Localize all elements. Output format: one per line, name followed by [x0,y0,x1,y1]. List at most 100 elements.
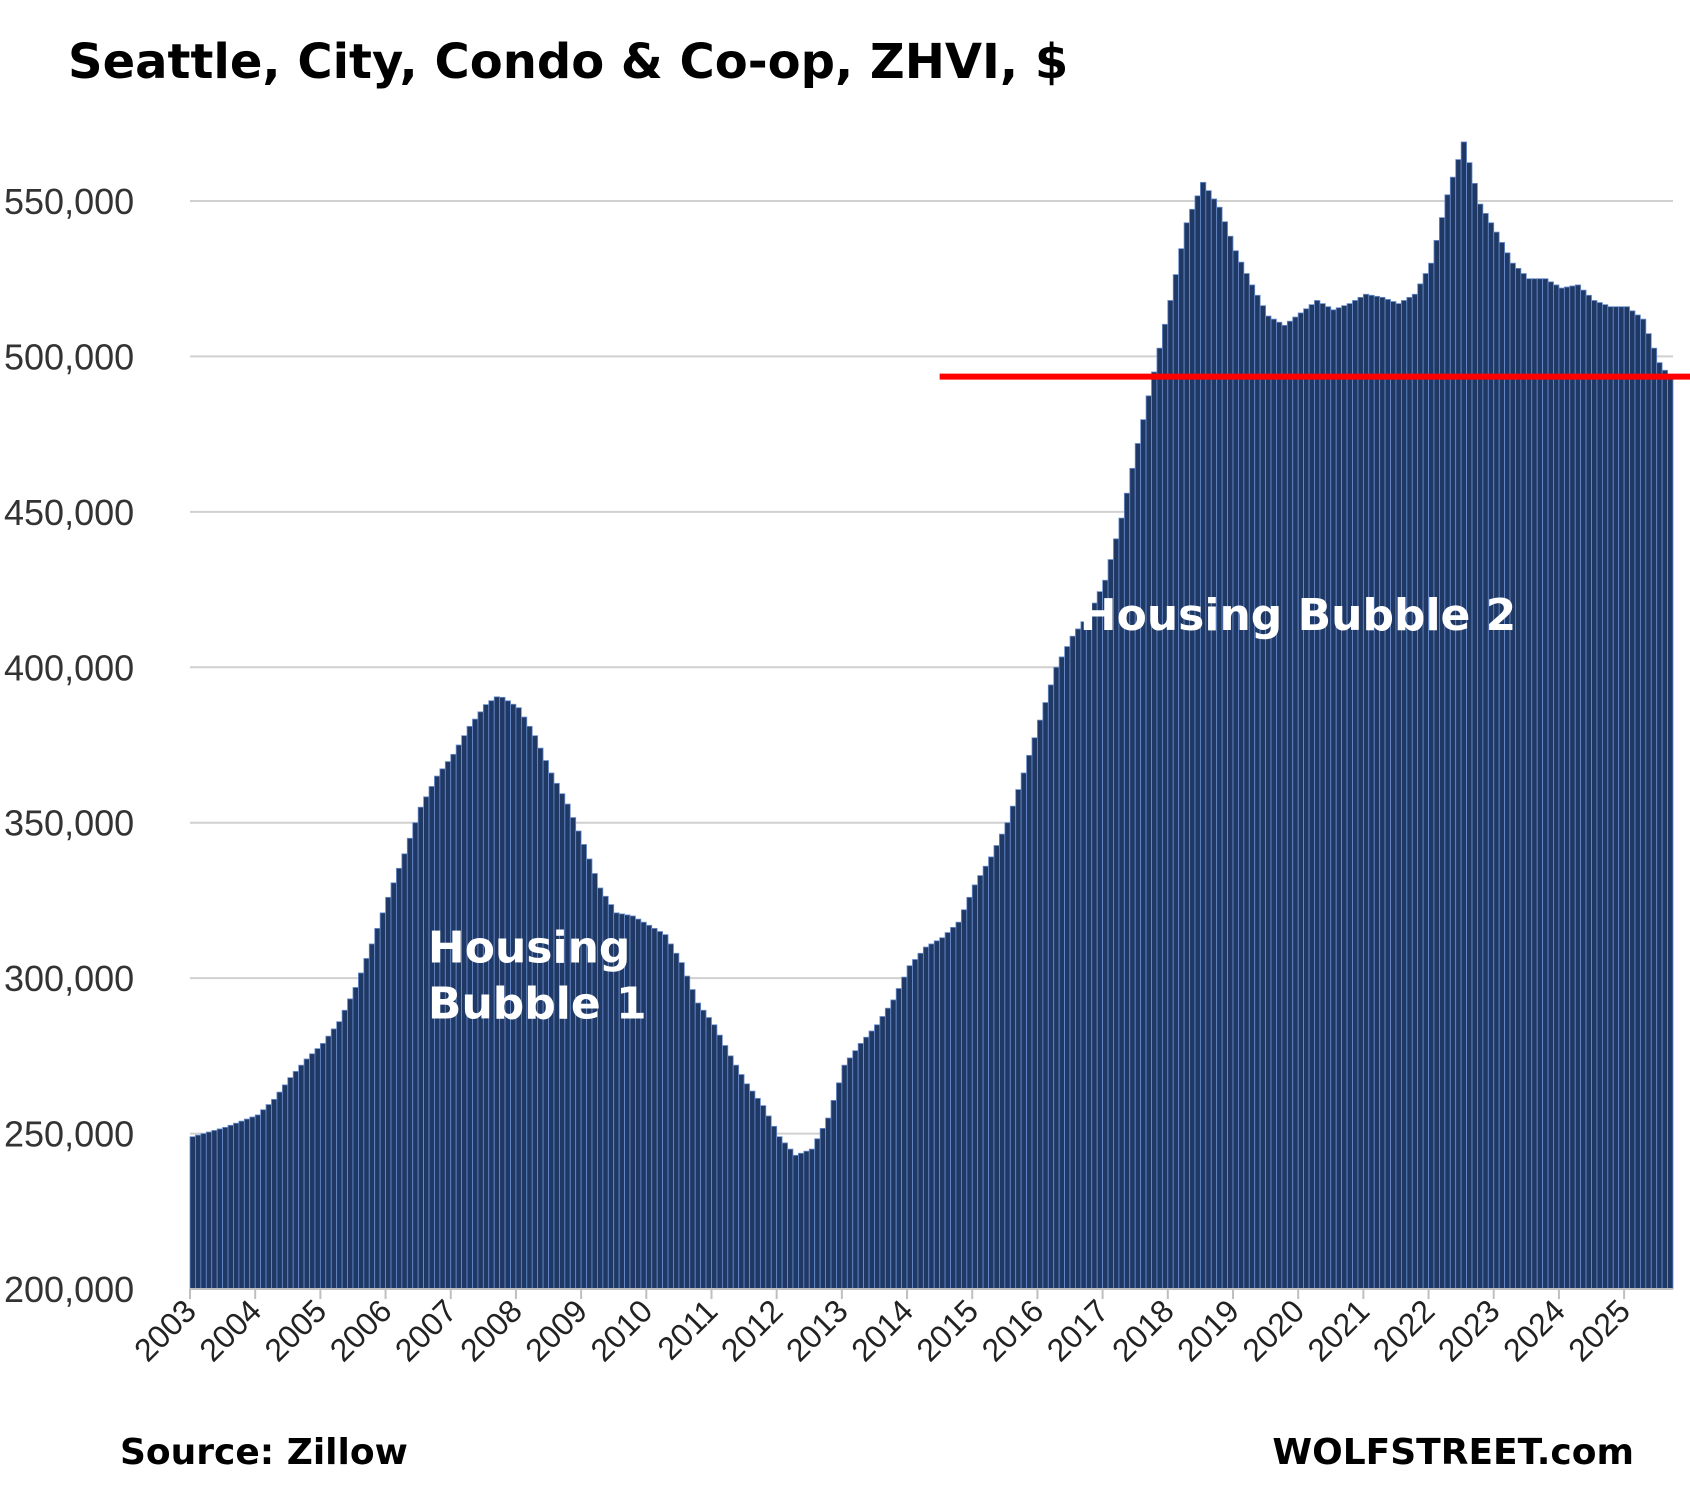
bar [1400,300,1408,1290]
bar [939,937,946,1290]
bar [357,972,365,1290]
bar [1015,789,1022,1290]
bar [368,943,376,1290]
bar [651,928,658,1290]
bar [819,1127,826,1290]
bar [1140,419,1147,1290]
bar [1384,299,1391,1290]
bar [950,926,957,1290]
bar [205,1131,213,1290]
bar [1238,261,1245,1290]
bar [1259,305,1266,1290]
bar [738,1074,745,1290]
bar [298,1064,305,1290]
bar [857,1043,864,1290]
bar [1172,274,1180,1290]
bar [770,1125,778,1290]
y-tick-label: 400,000 [4,647,134,688]
bar [977,875,984,1290]
bar [434,775,441,1290]
bar [971,884,979,1290]
bar [1134,443,1142,1290]
bar [1661,369,1668,1290]
x-tick-label: 2017 [1040,1292,1116,1368]
bar [1221,221,1228,1290]
bar [749,1090,756,1290]
bar [341,1009,348,1290]
bar [629,915,636,1290]
bar [319,1043,327,1290]
bar [993,845,1000,1290]
bar [901,976,908,1290]
bar [792,1154,799,1290]
bar [292,1071,300,1290]
bar [999,833,1006,1290]
bar [874,1024,881,1290]
bar [1373,295,1381,1290]
x-tick-label: 2008 [453,1292,529,1368]
bar [1509,262,1516,1290]
bar [667,943,674,1290]
bar [189,1136,196,1290]
bar [721,1045,729,1290]
bar [808,1148,816,1290]
bar [1357,296,1364,1290]
bar [1455,159,1462,1290]
bar [1433,239,1440,1290]
bar [330,1028,338,1290]
bar [846,1057,854,1290]
bar [1623,306,1630,1290]
bar [982,865,989,1290]
bar [363,958,370,1290]
bar [385,896,392,1290]
bar [374,928,381,1290]
bar [1194,195,1201,1290]
bar [1531,278,1538,1290]
bar [1596,302,1603,1290]
bar [689,989,696,1290]
bar [1227,235,1234,1290]
bar [1422,273,1429,1290]
bar [428,786,435,1290]
bar [1618,306,1625,1290]
bar [406,837,414,1290]
bar [1341,305,1348,1290]
bar [694,1002,702,1290]
bar [1232,250,1239,1290]
axes [189,1288,1673,1299]
bar [1406,296,1413,1290]
bar [1640,318,1647,1290]
bar [1553,284,1560,1290]
bar [1634,314,1641,1290]
y-tick-label: 200,000 [4,1269,134,1310]
x-tick-label: 2013 [779,1292,855,1368]
bar [1477,203,1484,1290]
bar [1161,323,1169,1290]
bar [1656,362,1663,1290]
bar [1031,737,1038,1290]
y-tick-label: 500,000 [4,336,134,377]
x-tick-label: 2014 [844,1292,920,1368]
bar [1064,646,1071,1290]
bar [1667,377,1674,1290]
bar [1270,318,1277,1290]
bar [1113,538,1120,1290]
bar [195,1134,202,1290]
bar [836,1082,843,1290]
bar [776,1136,783,1290]
bar [1395,303,1402,1290]
bar [1200,181,1207,1290]
bar [1189,208,1196,1290]
bar [1102,579,1109,1290]
bar [1515,267,1522,1290]
x-tick-label: 2005 [258,1292,334,1368]
bar [732,1064,740,1290]
x-tick-label: 2003 [127,1292,203,1368]
bar [640,921,647,1290]
bar [711,1024,718,1290]
bar [1080,621,1087,1290]
bar [944,932,951,1290]
bar [803,1150,810,1290]
bar [1645,333,1652,1290]
bar [553,782,560,1290]
